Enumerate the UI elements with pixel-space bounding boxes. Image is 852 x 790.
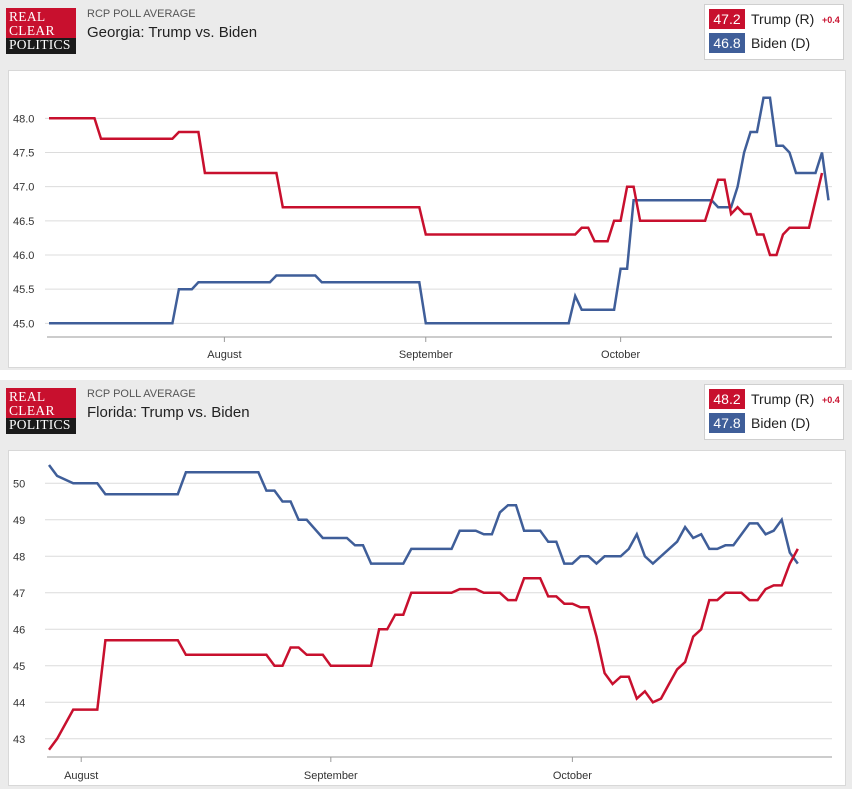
- legend-item-trump[interactable]: 48.2 Trump (R) +0.4: [709, 389, 841, 409]
- chart-kicker: RCP POLL AVERAGE: [87, 388, 196, 400]
- y-tick-label: 45.0: [13, 318, 34, 330]
- y-tick-label: 47: [13, 588, 25, 600]
- series-line-biden[interactable]: [47, 464, 799, 566]
- y-tick-label: 46: [13, 624, 25, 636]
- legend-label-trump: Trump (R): [751, 11, 815, 27]
- logo-word-clear: CLEAR: [9, 23, 55, 38]
- legend-value-biden: 46.8: [709, 33, 745, 53]
- rcp-logo[interactable]: REAL CLEAR POLITICS: [6, 388, 76, 434]
- y-tick-label: 46.0: [13, 250, 34, 262]
- y-tick-label: 47.0: [13, 182, 34, 194]
- rcp-logo[interactable]: REAL CLEAR POLITICS: [6, 8, 76, 54]
- legend-change-trump: +0.4: [822, 395, 840, 405]
- x-tick-label: October: [601, 349, 640, 361]
- legend-label-biden: Biden (D): [751, 415, 811, 431]
- chart-title[interactable]: Georgia: Trump vs. Biden: [87, 24, 258, 41]
- plot-area[interactable]: 45.0 45.5 46.0 46.5 47.0 47.5 48.0 August Septem…: [8, 70, 846, 368]
- y-tick-label: 47.5: [13, 148, 34, 160]
- logo-word-real: REAL: [9, 389, 46, 404]
- florida-chart-panel: REAL CLEAR POLITICS RCP POLL AVERAGE Flo…: [0, 380, 852, 789]
- x-tick-label: September: [399, 349, 453, 361]
- x-tick-label: August: [64, 770, 98, 782]
- chart-kicker: RCP POLL AVERAGE: [87, 8, 196, 20]
- chart-legend: 47.2 Trump (R) +0.4 46.8 Biden (D): [704, 4, 844, 60]
- legend-item-biden[interactable]: 46.8 Biden (D): [709, 33, 841, 53]
- legend-value-trump: 47.2: [709, 9, 745, 29]
- y-tick-label: 44: [13, 697, 25, 709]
- legend-value-trump: 48.2: [709, 389, 745, 409]
- chart-title[interactable]: Florida: Trump vs. Biden: [87, 404, 250, 421]
- series-line-trump[interactable]: [49, 117, 824, 257]
- y-tick-label: 48.0: [13, 113, 34, 125]
- logo-word-politics: POLITICS: [6, 418, 76, 434]
- y-tick-label: 50: [13, 478, 25, 490]
- x-tick-label: September: [304, 770, 358, 782]
- y-tick-label: 49: [13, 515, 25, 527]
- legend-change-trump: +0.4: [822, 15, 840, 25]
- series-line-trump[interactable]: [47, 548, 799, 751]
- x-tick-label: October: [553, 770, 592, 782]
- legend-value-biden: 47.8: [709, 413, 745, 433]
- legend-label-biden: Biden (D): [751, 35, 811, 51]
- y-tick-label: 46.5: [13, 216, 34, 228]
- logo-word-politics: POLITICS: [6, 38, 76, 54]
- y-tick-label: 45: [13, 661, 25, 673]
- x-tick-label: August: [207, 349, 241, 361]
- chart-legend: 48.2 Trump (R) +0.4 47.8 Biden (D): [704, 384, 844, 440]
- y-tick-label: 43: [13, 734, 25, 746]
- legend-item-trump[interactable]: 47.2 Trump (R) +0.4: [709, 9, 841, 29]
- georgia-line-chart: 45.0 45.5 46.0 46.5 47.0 47.5 48.0 August Septem…: [13, 96, 832, 361]
- florida-line-chart: 43 44 45 46 47 48 49 50 August September October: [13, 464, 832, 782]
- logo-word-real: REAL: [9, 9, 46, 24]
- georgia-chart-panel: REAL CLEAR POLITICS RCP POLL AVERAGE Geo…: [0, 0, 852, 370]
- logo-word-clear: CLEAR: [9, 403, 55, 418]
- y-tick-label: 48: [13, 551, 25, 563]
- series-line-biden[interactable]: [49, 96, 830, 325]
- plot-area[interactable]: 43 44 45 46 47 48 49 50 August September October: [8, 450, 846, 786]
- panel-gap: [0, 370, 852, 380]
- legend-item-biden[interactable]: 47.8 Biden (D): [709, 413, 841, 433]
- legend-label-trump: Trump (R): [751, 391, 815, 407]
- y-tick-label: 45.5: [13, 284, 34, 296]
